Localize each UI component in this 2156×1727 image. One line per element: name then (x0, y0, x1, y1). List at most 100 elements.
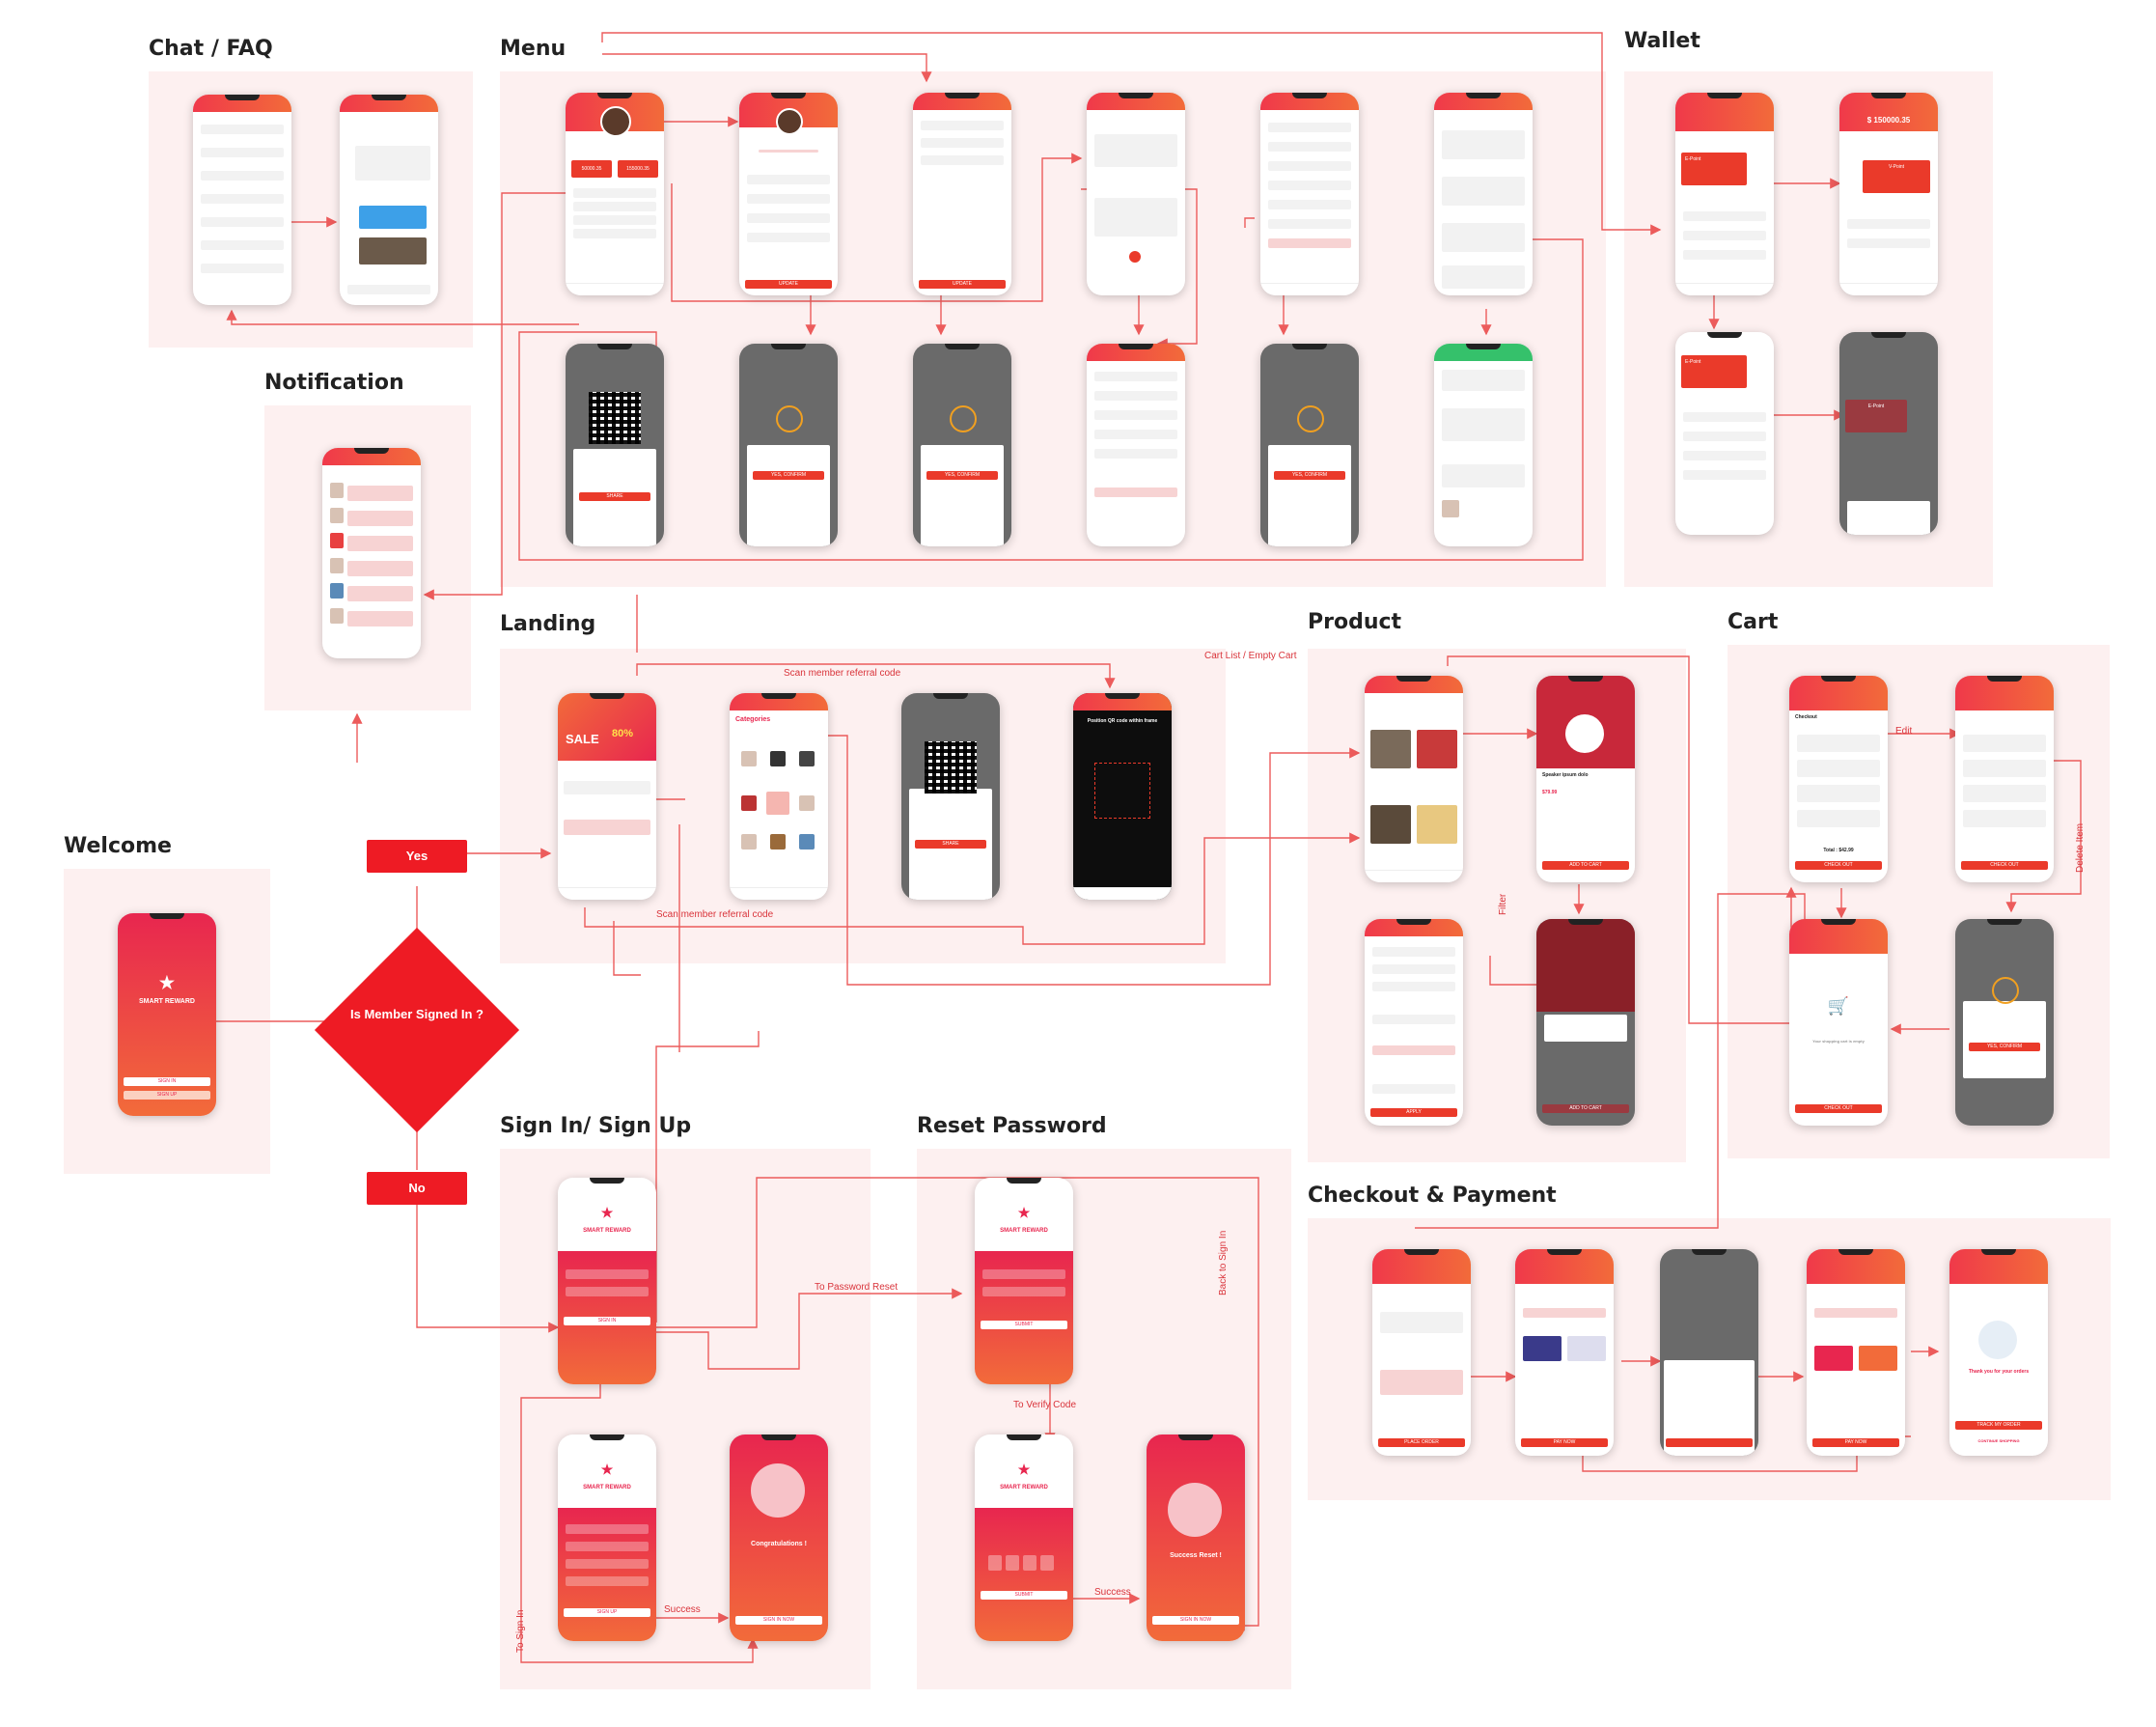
notification-item[interactable] (347, 511, 413, 526)
notification-item[interactable] (347, 486, 413, 501)
form-field[interactable] (1094, 449, 1177, 459)
payment-tabs[interactable] (1814, 1308, 1897, 1318)
form-field[interactable] (921, 155, 1004, 165)
form-field[interactable] (1094, 391, 1177, 401)
form-field[interactable] (1094, 410, 1177, 420)
category-tile[interactable] (799, 795, 815, 811)
yes-confirm-button[interactable]: YES, CONFIRM (753, 471, 824, 480)
apply-button[interactable]: APPLY (1370, 1108, 1457, 1117)
cart-item[interactable] (1963, 735, 2046, 752)
check-out-button[interactable]: CHECK OUT (1795, 861, 1882, 870)
transaction-row[interactable] (1683, 470, 1766, 480)
form-field[interactable] (747, 194, 830, 204)
transaction-row[interactable] (1683, 231, 1766, 240)
bottom-nav[interactable] (1365, 870, 1463, 882)
filter-option[interactable] (1372, 964, 1455, 974)
credit-card[interactable] (1567, 1336, 1606, 1361)
transaction-row[interactable] (1847, 219, 1930, 229)
pay-now-button[interactable]: PAY NOW (1521, 1438, 1608, 1447)
order-card[interactable] (1442, 177, 1525, 206)
bottom-nav[interactable] (1675, 283, 1774, 295)
list-item[interactable] (201, 125, 284, 134)
list-item[interactable] (1268, 200, 1351, 209)
filter-option[interactable] (1372, 1015, 1455, 1024)
notification-item[interactable] (347, 561, 413, 576)
sign-up-button[interactable]: SIGN UP (564, 1608, 650, 1617)
category-tile[interactable] (741, 751, 757, 766)
form-field[interactable] (1094, 372, 1177, 381)
form-field[interactable] (747, 233, 830, 242)
share-button[interactable]: SHARE (579, 492, 650, 501)
check-out-button[interactable]: CHECK OUT (1795, 1104, 1882, 1113)
category-row[interactable] (564, 781, 650, 794)
add-address-button[interactable] (1129, 251, 1141, 263)
transaction-row[interactable] (1847, 238, 1930, 248)
list-item[interactable] (1268, 161, 1351, 171)
transaction-row[interactable] (1683, 412, 1766, 422)
e-point-card[interactable]: E-Point (1845, 400, 1907, 432)
continue-shopping-link[interactable]: CONTINUE SHOPPING (1977, 1438, 2020, 1443)
track-order-button[interactable]: TRACK MY ORDER (1955, 1421, 2042, 1430)
transaction-row[interactable] (1683, 432, 1766, 441)
category-tile[interactable] (766, 792, 789, 815)
filter-option[interactable] (1372, 982, 1455, 991)
product-row[interactable] (564, 820, 650, 835)
color-options[interactable] (1372, 1084, 1455, 1094)
list-item[interactable] (1268, 142, 1351, 152)
yes-confirm-button[interactable]: YES, CONFIRM (1969, 1043, 2040, 1051)
place-order-button[interactable]: PLACE ORDER (1378, 1438, 1465, 1447)
email-field[interactable] (982, 1269, 1065, 1279)
balance-card[interactable]: 155000.35 (618, 160, 658, 178)
wallet-card[interactable] (1814, 1346, 1853, 1371)
notification-item[interactable] (347, 536, 413, 551)
sign-in-button[interactable]: SIGN IN (124, 1077, 210, 1086)
order-card[interactable] (1442, 223, 1525, 252)
list-item[interactable] (201, 148, 284, 157)
filter-option[interactable] (1372, 947, 1455, 957)
category-tile[interactable] (799, 834, 815, 850)
order-card[interactable] (1442, 130, 1525, 159)
form-field[interactable] (921, 138, 1004, 148)
code-digit[interactable] (1006, 1555, 1019, 1571)
product-card[interactable] (1370, 730, 1411, 768)
sign-in-button[interactable]: SIGN IN (564, 1317, 650, 1325)
order-item[interactable] (1442, 408, 1525, 441)
form-field[interactable] (747, 175, 830, 184)
shipping-method[interactable] (1380, 1370, 1463, 1395)
cart-item[interactable] (1797, 760, 1880, 777)
bottom-nav[interactable] (1073, 887, 1172, 900)
menu-item[interactable] (573, 229, 656, 238)
sign-in-now-button[interactable]: SIGN IN NOW (735, 1616, 822, 1625)
add-to-cart-button[interactable]: ADD TO CART (1542, 1104, 1629, 1113)
shipping-item[interactable] (1380, 1312, 1463, 1333)
bottom-nav[interactable] (1260, 283, 1359, 295)
sale-banner[interactable] (558, 693, 656, 761)
add-card-button[interactable] (1666, 1438, 1753, 1447)
e-point-card[interactable]: E-Point (1681, 355, 1747, 388)
form-field[interactable] (566, 1524, 649, 1534)
bottom-nav[interactable] (558, 887, 656, 900)
update-button[interactable]: UPDATE (745, 280, 832, 289)
form-field[interactable] (566, 1559, 649, 1569)
update-button[interactable]: UPDATE (919, 280, 1006, 289)
transaction-row[interactable] (1683, 451, 1766, 460)
cart-item[interactable] (1963, 760, 2046, 777)
product-card[interactable] (1417, 805, 1457, 844)
share-button[interactable]: SHARE (915, 840, 986, 849)
e-point-card[interactable]: E-Point (1681, 153, 1747, 185)
wallet-card[interactable] (1859, 1346, 1897, 1371)
cart-item[interactable] (1797, 735, 1880, 752)
cart-item[interactable] (1797, 785, 1880, 802)
bottom-nav[interactable] (566, 283, 664, 295)
cart-item[interactable] (1797, 810, 1880, 827)
list-item[interactable] (1268, 219, 1351, 229)
menu-item[interactable] (573, 215, 656, 225)
category-tile[interactable] (799, 751, 815, 766)
message-input[interactable] (347, 285, 430, 294)
add-to-cart-button[interactable]: ADD TO CART (1542, 861, 1629, 870)
transaction-row[interactable] (1683, 250, 1766, 260)
address-card[interactable] (1094, 134, 1177, 167)
action-sheet[interactable] (1847, 501, 1930, 535)
form-field[interactable] (921, 121, 1004, 130)
code-digit[interactable] (1023, 1555, 1037, 1571)
